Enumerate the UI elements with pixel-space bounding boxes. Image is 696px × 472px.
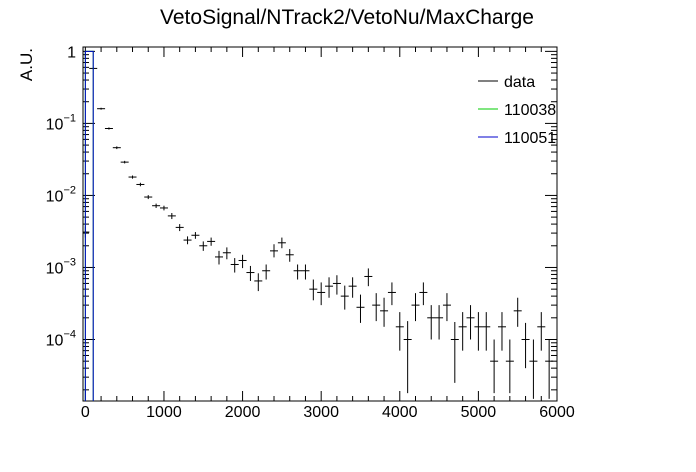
data-point xyxy=(285,249,294,262)
data-point xyxy=(490,339,499,394)
data-point xyxy=(309,279,318,301)
data-point xyxy=(419,282,428,306)
data-point xyxy=(427,305,436,340)
legend: data 110038 110051 xyxy=(478,74,556,147)
data-point xyxy=(254,273,263,292)
data-point xyxy=(332,275,341,295)
x-tick-label: 4000 xyxy=(382,404,418,421)
data-point xyxy=(293,264,302,280)
data-point xyxy=(144,195,153,200)
chart-title: VetoSignal/NTrack2/VetoNu/MaxCharge xyxy=(160,6,534,29)
x-tick-label: 6000 xyxy=(539,404,575,421)
y-axis-label: A.U. xyxy=(17,48,36,81)
data-point xyxy=(442,293,451,322)
data-point xyxy=(435,305,444,340)
data-point xyxy=(104,127,113,130)
data-point xyxy=(325,277,334,298)
data-point xyxy=(450,321,459,383)
data-point xyxy=(340,285,349,310)
data-point xyxy=(513,297,522,327)
data-point xyxy=(112,146,121,150)
mc-step-110051 xyxy=(84,50,94,401)
data-point xyxy=(387,282,396,306)
legend-label-110038: 110038 xyxy=(504,102,556,119)
data-point xyxy=(277,237,286,249)
data-point xyxy=(207,237,216,246)
y-tick-label: 1 xyxy=(67,44,76,61)
data-point xyxy=(199,241,208,251)
data-point xyxy=(238,254,247,269)
data-point xyxy=(474,312,483,351)
data-point xyxy=(128,175,137,179)
x-tick-label: 0 xyxy=(81,404,90,421)
y-tick-label: 10−4 xyxy=(46,328,76,349)
data-point xyxy=(458,312,467,351)
data-point xyxy=(553,322,558,369)
data-point xyxy=(545,339,554,399)
y-tick-label: 10−1 xyxy=(46,112,76,133)
data-point xyxy=(262,264,271,280)
data-point xyxy=(136,182,145,187)
data-point xyxy=(380,297,389,327)
x-tick-label: 1000 xyxy=(146,404,182,421)
y-axis: 10−4 10−3 10−2 10−1 1 xyxy=(46,44,557,391)
data-point xyxy=(214,250,223,265)
data-point xyxy=(152,203,161,208)
data-point xyxy=(482,312,491,351)
data-point xyxy=(83,226,90,238)
data-point xyxy=(403,321,412,394)
x-tick-label: 3000 xyxy=(303,404,339,421)
data-point xyxy=(497,312,506,351)
data-point xyxy=(120,160,129,164)
data-point xyxy=(529,339,538,399)
data-point xyxy=(466,305,475,340)
data-point xyxy=(537,312,546,351)
data-point xyxy=(317,282,326,306)
data-point xyxy=(270,244,279,258)
data-point xyxy=(348,277,357,298)
data-point xyxy=(364,268,373,287)
data-point xyxy=(521,322,530,369)
data-point xyxy=(395,312,404,351)
y-tick-label: 10−2 xyxy=(46,184,76,205)
data-point xyxy=(505,339,514,394)
data-point xyxy=(222,247,231,260)
data-point xyxy=(191,232,200,239)
data-point xyxy=(411,293,420,322)
legend-label-110051: 110051 xyxy=(504,130,556,147)
x-tick-label: 2000 xyxy=(225,404,261,421)
mc-step-110038 xyxy=(84,50,94,401)
y-tick-label: 10−3 xyxy=(46,256,76,277)
data-point xyxy=(230,258,239,273)
data-point xyxy=(301,264,310,280)
data-point xyxy=(97,107,106,110)
data-point xyxy=(159,205,168,211)
data-point xyxy=(356,294,365,323)
x-tick-label: 5000 xyxy=(461,404,497,421)
data-point xyxy=(372,293,381,322)
data-point xyxy=(183,236,192,245)
data-point xyxy=(167,213,176,220)
legend-label-data: data xyxy=(504,74,535,91)
data-point xyxy=(175,224,184,232)
x-axis: 0 1000 2000 3000 4000 5000 6000 xyxy=(81,47,575,421)
data-point xyxy=(246,265,255,281)
data-series xyxy=(83,50,558,401)
